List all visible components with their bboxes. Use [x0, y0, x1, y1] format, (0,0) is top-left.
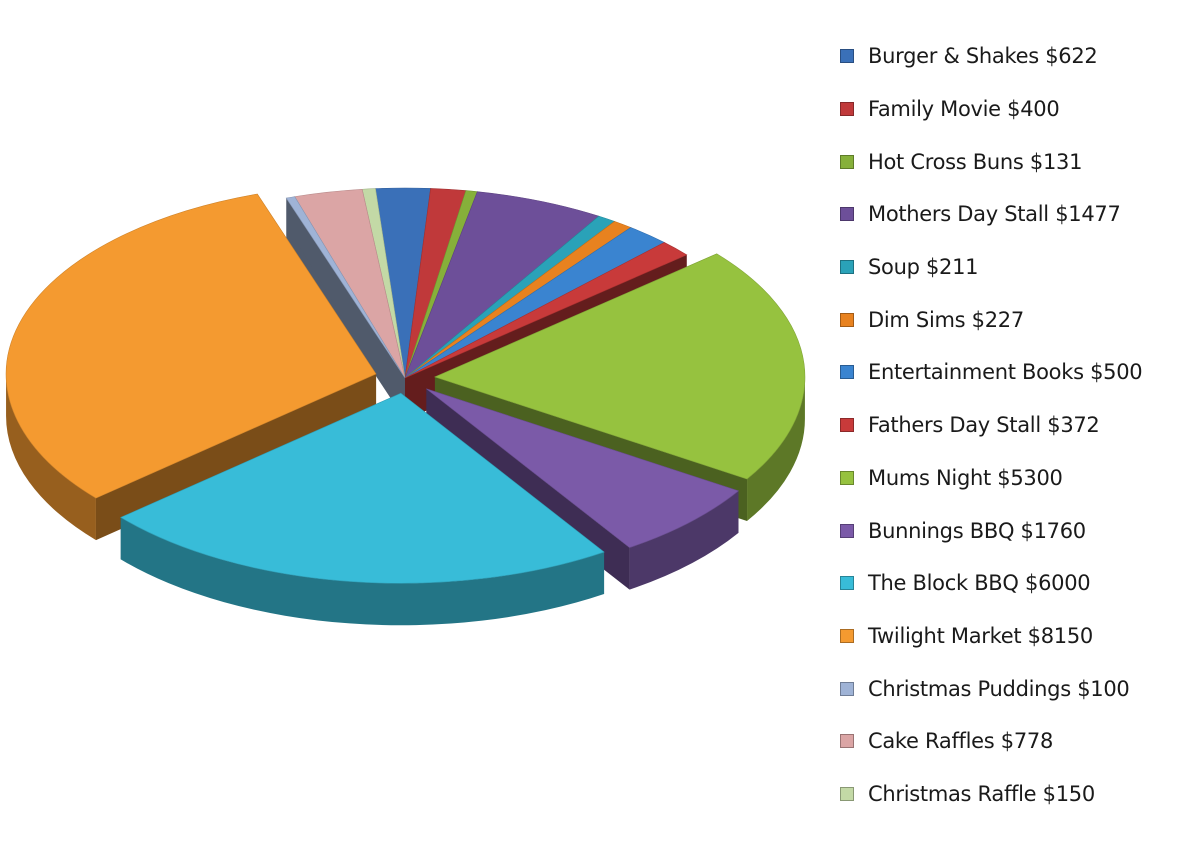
legend-swatch: [840, 365, 854, 380]
legend-label: Soup $211: [868, 255, 979, 280]
legend-swatch: [840, 786, 854, 801]
legend-item: Mothers Day Stall $1477: [840, 188, 1196, 241]
legend-swatch: [840, 154, 854, 169]
pie-slice: [285, 196, 406, 420]
pie-slice-side: [6, 373, 96, 541]
legend-label: Christmas Raffle $150: [868, 781, 1095, 806]
legend-item: Entertainment Books $500: [840, 346, 1196, 399]
legend-item: Soup $211: [840, 241, 1196, 294]
legend-swatch: [840, 418, 854, 433]
legend-item: Christmas Puddings $100: [840, 662, 1196, 715]
legend-swatch: [840, 470, 854, 485]
legend-item: Christmas Raffle $150: [840, 768, 1196, 821]
legend-item: The Block BBQ $6000: [840, 557, 1196, 610]
legend-label: Bunnings BBQ $1760: [868, 518, 1086, 543]
legend-item: Family Movie $400: [840, 83, 1196, 136]
pie-slice-top: [120, 392, 605, 584]
legend-swatch: [840, 312, 854, 327]
pie-slice-side: [120, 517, 605, 626]
pie-slice-top: [285, 196, 406, 379]
legend-item: Mums Night $5300: [840, 452, 1196, 505]
legend-item: Hot Cross Buns $131: [840, 135, 1196, 188]
legend-label: Family Movie $400: [868, 97, 1060, 122]
legend-swatch: [840, 49, 854, 64]
legend-swatch: [840, 734, 854, 749]
legend-label: Christmas Puddings $100: [868, 676, 1130, 701]
legend-label: The Block BBQ $6000: [868, 571, 1091, 596]
legend-label: Cake Raffles $778: [868, 729, 1054, 754]
legend-label: Twilight Market $8150: [868, 623, 1093, 648]
pie-slice-top: [426, 388, 740, 548]
legend-swatch: [840, 207, 854, 222]
legend-item: Twilight Market $8150: [840, 610, 1196, 663]
pie-slice: [120, 392, 605, 626]
legend-item: Bunnings BBQ $1760: [840, 504, 1196, 557]
pie-chart: [5, 187, 806, 626]
legend-swatch: [840, 523, 854, 538]
legend-label: Mums Night $5300: [868, 465, 1063, 490]
legend-label: Entertainment Books $500: [868, 360, 1143, 385]
pie-slice-top: [404, 242, 688, 379]
legend-swatch: [840, 576, 854, 591]
legend-swatch: [840, 260, 854, 275]
chart-legend: Burger & Shakes $622 Family Movie $400 H…: [840, 30, 1196, 820]
pie-slice-side: [629, 490, 739, 590]
legend-item: Dim Sims $227: [840, 293, 1196, 346]
pie-slice-top: [5, 193, 377, 499]
legend-swatch: [840, 681, 854, 696]
legend-item: Fathers Day Stall $372: [840, 399, 1196, 452]
legend-label: Mothers Day Stall $1477: [868, 202, 1121, 227]
legend-label: Fathers Day Stall $372: [868, 413, 1100, 438]
pie-slice-top: [404, 191, 600, 379]
pie-slice-side: [747, 376, 805, 521]
legend-swatch: [840, 628, 854, 643]
legend-label: Hot Cross Buns $131: [868, 149, 1083, 174]
legend-label: Burger & Shakes $622: [868, 44, 1098, 69]
pie-slice-top: [434, 253, 806, 480]
legend-item: Burger & Shakes $622: [840, 30, 1196, 83]
legend-swatch: [840, 102, 854, 117]
legend-label: Dim Sims $227: [868, 307, 1024, 332]
legend-item: Cake Raffles $778: [840, 715, 1196, 768]
